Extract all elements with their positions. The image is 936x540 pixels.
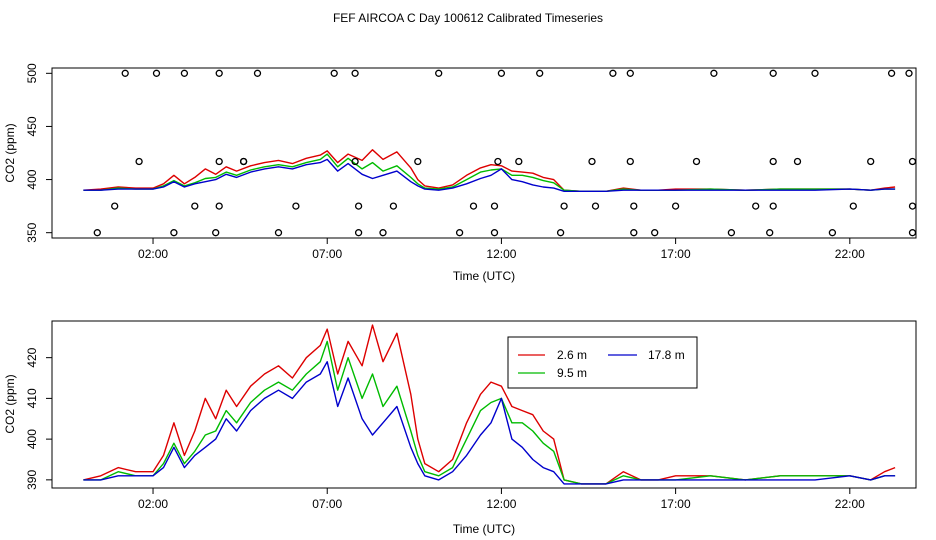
top-ytick-label: 400 bbox=[25, 169, 39, 189]
top-marker-point bbox=[494, 157, 502, 166]
bottom-series-lines bbox=[83, 324, 896, 485]
top-marker-point bbox=[121, 69, 129, 77]
legend-label-17-8m: 17.8 m bbox=[648, 348, 685, 362]
top-marker-point bbox=[769, 202, 777, 210]
top-marker-point bbox=[630, 229, 638, 237]
top-marker-point bbox=[191, 202, 199, 210]
top-marker-point bbox=[769, 69, 777, 77]
top-marker-point bbox=[671, 202, 680, 210]
top-marker-point bbox=[591, 202, 600, 210]
top-marker-point bbox=[630, 202, 638, 210]
top-marker-point bbox=[536, 69, 544, 77]
top-marker-point bbox=[588, 157, 596, 166]
bottom-xtick-label: 07:00 bbox=[312, 497, 342, 511]
top-marker-point bbox=[330, 69, 338, 77]
bottom-xlabel: Time (UTC) bbox=[453, 522, 515, 536]
top-marker-point bbox=[766, 229, 774, 237]
top-marker-point bbox=[215, 202, 223, 210]
figure-title: FEF AIRCOA C Day 100612 Calibrated Times… bbox=[333, 11, 603, 25]
bottom-axes: 02:00 07:00 12:00 17:00 22:00 390 400 410 420 bbox=[25, 347, 865, 511]
top-marker-point bbox=[849, 202, 857, 210]
top-marker-point bbox=[354, 202, 363, 210]
top-marker-point bbox=[626, 157, 634, 166]
top-marker-point bbox=[490, 229, 499, 237]
top-marker-point bbox=[752, 202, 760, 210]
top-marker-point bbox=[651, 229, 659, 237]
top-marker-point bbox=[215, 157, 223, 166]
top-marker-point bbox=[274, 229, 283, 237]
top-ylabel: CO2 (ppm) bbox=[3, 123, 17, 182]
top-xtick-label: 12:00 bbox=[486, 247, 516, 261]
top-marker-point bbox=[867, 157, 875, 166]
top-series-lines bbox=[83, 149, 896, 193]
bottom-ytick-label: 420 bbox=[25, 347, 39, 367]
top-marker-point bbox=[556, 229, 565, 237]
top-marker-point bbox=[152, 69, 161, 77]
top-marker-point bbox=[93, 229, 101, 237]
top-marker-point bbox=[180, 69, 189, 77]
top-marker-point bbox=[351, 157, 359, 166]
top-markers bbox=[93, 69, 917, 237]
bottom-xtick-label: 02:00 bbox=[138, 497, 168, 511]
bottom-ylabel: CO2 (ppm) bbox=[3, 374, 17, 433]
top-marker-point bbox=[389, 202, 398, 210]
top-marker-point bbox=[626, 69, 634, 77]
top-marker-point bbox=[727, 229, 736, 237]
bottom-xtick-label: 12:00 bbox=[486, 497, 516, 511]
legend-box bbox=[507, 336, 698, 389]
bottom-ytick-label: 410 bbox=[25, 388, 39, 408]
top-marker-point bbox=[435, 69, 443, 77]
top-marker-point bbox=[212, 229, 220, 237]
legend-label-2-6m: 2.6 m bbox=[557, 348, 587, 362]
top-marker-point bbox=[905, 69, 913, 77]
top-marker-point bbox=[469, 202, 478, 210]
top-marker-point bbox=[710, 69, 718, 77]
top-xlabel: Time (UTC) bbox=[453, 269, 515, 283]
legend-label-9-5m: 9.5 m bbox=[557, 366, 587, 380]
top-marker-point bbox=[292, 202, 300, 210]
bottom-xtick-label: 22:00 bbox=[835, 497, 865, 511]
top-marker-point bbox=[490, 202, 499, 210]
bottom-ytick-label: 400 bbox=[25, 429, 39, 449]
top-marker-point bbox=[379, 229, 387, 237]
top-ytick-label: 450 bbox=[25, 116, 39, 136]
top-marker-point bbox=[351, 69, 359, 77]
top-xtick-label: 17:00 bbox=[661, 247, 691, 261]
top-ytick-label: 500 bbox=[25, 63, 39, 83]
top-marker-point bbox=[793, 157, 802, 166]
top-marker-point bbox=[560, 202, 568, 210]
bottom-xtick-label: 17:00 bbox=[661, 497, 691, 511]
top-marker-point bbox=[609, 69, 617, 77]
top-marker-point bbox=[111, 202, 119, 210]
top-panel: 02:00 07:00 12:00 17:00 22:00 350 400 450 500 Ti… bbox=[3, 63, 917, 283]
bottom-plot-frame bbox=[51, 320, 917, 489]
top-marker-point bbox=[497, 69, 506, 77]
top-marker-point bbox=[769, 157, 777, 166]
top-ytick-label: 350 bbox=[25, 222, 39, 242]
bottom-panel: 02:00 07:00 12:00 17:00 22:00 390 400 410 420 Ti… bbox=[3, 320, 917, 536]
bottom-ytick-label: 390 bbox=[25, 470, 39, 490]
top-marker-point bbox=[414, 157, 422, 166]
top-marker-point bbox=[253, 69, 262, 77]
top-xtick-label: 22:00 bbox=[835, 247, 865, 261]
top-marker-point bbox=[354, 229, 363, 237]
top-plot-frame bbox=[51, 67, 917, 239]
top-marker-point bbox=[828, 229, 837, 237]
top-marker-point bbox=[811, 69, 819, 77]
top-axes: 02:00 07:00 12:00 17:00 22:00 350 400 450 500 bbox=[25, 63, 865, 261]
top-marker-point bbox=[692, 157, 701, 166]
top-marker-point bbox=[239, 157, 248, 166]
bottom-series-17-8-m bbox=[83, 361, 896, 485]
top-marker-point bbox=[215, 69, 223, 77]
top-marker-point bbox=[515, 157, 523, 166]
top-series-17-8-m bbox=[83, 158, 896, 193]
top-xtick-label: 07:00 bbox=[312, 247, 342, 261]
top-marker-point bbox=[135, 157, 143, 166]
top-marker-point bbox=[887, 69, 896, 77]
top-marker-point bbox=[455, 229, 464, 237]
legend: 2.6 m 17.8 m 9.5 m bbox=[507, 336, 698, 389]
top-marker-point bbox=[170, 229, 178, 237]
top-xtick-label: 02:00 bbox=[138, 247, 168, 261]
